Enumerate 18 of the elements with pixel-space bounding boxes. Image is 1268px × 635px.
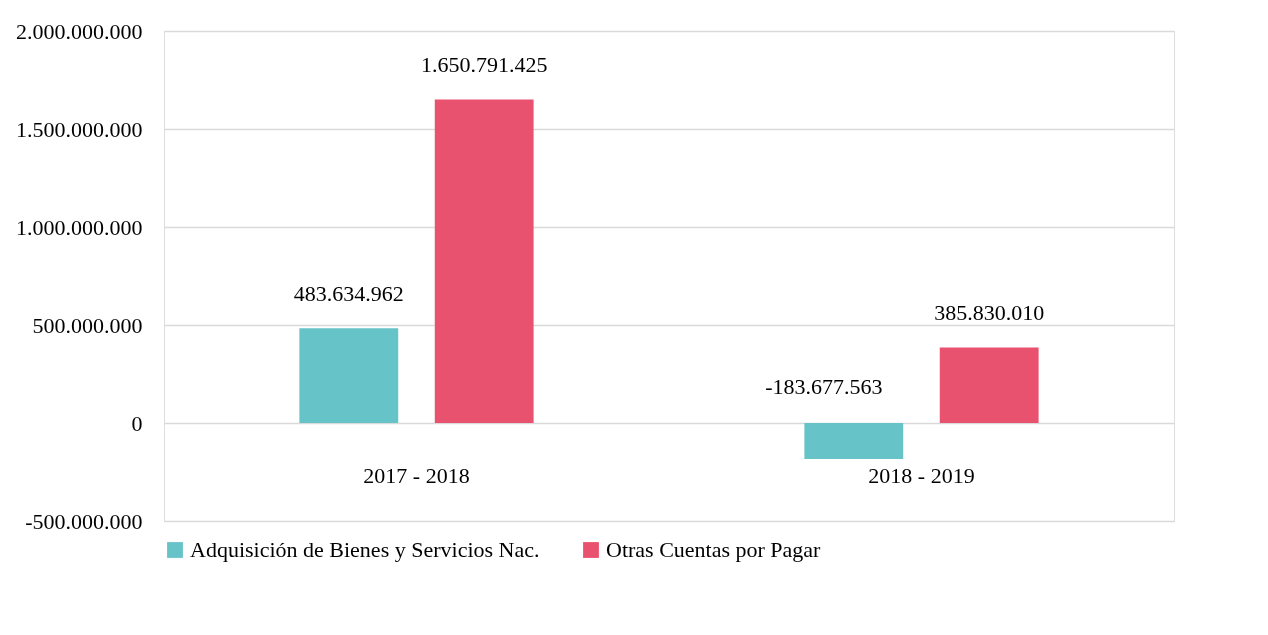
legend-label: Adquisición de Bienes y Servicios Nac. [190,537,540,562]
data-label: 483.634.962 [293,281,404,307]
y-tick-label: 0 [131,410,143,436]
y-tick-label: 1.500.000.000 [16,116,143,142]
x-tick-label: 2017 - 2018 [363,462,470,488]
y-tick-label: 1.000.000.000 [16,214,143,240]
bar [939,347,1039,423]
data-label: 1.650.791.425 [420,52,548,78]
data-label: -183.677.563 [765,374,883,399]
bar [299,328,399,423]
y-tick-label: 2.000.000.000 [16,18,143,44]
y-tick-label: 500.000.000 [32,312,143,338]
bar [804,423,904,459]
legend-label: Otras Cuentas por Pagar [606,537,822,562]
x-tick-label: 2018 - 2019 [868,462,975,488]
bar [434,99,534,423]
y-tick-label: -500.000.000 [25,508,143,534]
data-label: 385.830.010 [934,300,1045,326]
